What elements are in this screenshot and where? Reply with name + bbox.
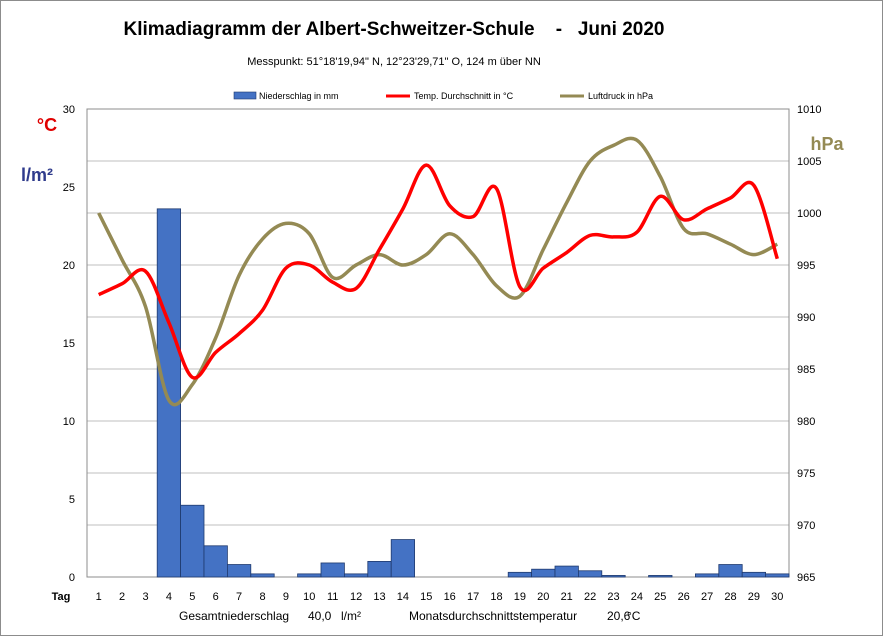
precip-bar (554, 565, 579, 578)
x-tick-label: 21 (561, 591, 573, 603)
chart-title: Klimadiagramm der Albert-Schweitzer-Schu… (124, 19, 665, 40)
legend: Niederschlag in mm Temp. Durchschnitt in… (233, 91, 653, 101)
y-tick-label-right: 995 (797, 260, 815, 272)
x-tick-label: 17 (467, 591, 479, 603)
x-tick-label: 2 (119, 591, 125, 603)
y-tick-label-right: 985 (797, 364, 815, 376)
y-tick-label-right: 990 (797, 312, 815, 324)
precip-bar (180, 504, 205, 578)
precip-bar (226, 564, 252, 578)
x-tick-label: 14 (397, 591, 409, 603)
right-axis-ticks: 965 970 975 980 985 990 995 1000 1005 1010 (797, 104, 821, 584)
x-tick-label: 7 (236, 591, 242, 603)
x-tick-label: 30 (771, 591, 783, 603)
precip-bar (765, 573, 790, 578)
x-tick-label: 27 (701, 591, 713, 603)
y-tick-label-left: 15 (63, 338, 75, 350)
x-tick-label: 28 (724, 591, 736, 603)
precip-bar (718, 564, 743, 578)
x-tick-label: 29 (748, 591, 760, 603)
hpa-unit-label: hPa (810, 134, 844, 154)
x-tick-label: 23 (607, 591, 619, 603)
precip-bar (390, 539, 416, 578)
x-tick-label: 26 (678, 591, 690, 603)
precip-bar (741, 571, 767, 578)
precip-bar (367, 561, 392, 578)
pressure-line (97, 136, 779, 407)
legend-label-temp: Temp. Durchschnitt in °C (414, 91, 514, 101)
temp-mean-value: 20,6 (607, 609, 631, 623)
temp-mean-unit: °C (627, 609, 641, 623)
legend-swatch-precip (233, 91, 257, 100)
precip-bar (695, 573, 720, 578)
celsius-unit-label: °C (37, 115, 57, 135)
x-tick-label: 15 (420, 591, 432, 603)
x-tick-label: 6 (213, 591, 219, 603)
x-tick-label: 13 (373, 591, 385, 603)
plot-area (86, 108, 790, 578)
temperature-line (97, 163, 779, 380)
precip-bar (203, 545, 228, 578)
precip-bar (507, 571, 533, 578)
precipitation-bars (156, 208, 790, 578)
y-tick-label-right: 965 (797, 572, 815, 584)
x-tick-label: 16 (444, 591, 456, 603)
chart-subtitle: Messpunkt: 51°18'19,94" N, 12°23'29,71" … (247, 56, 541, 68)
y-tick-label-left: 30 (63, 104, 75, 116)
x-tick-label: 5 (189, 591, 195, 603)
x-axis-label: Tag (52, 591, 71, 603)
precip-total-label: Gesamtniederschlag (179, 609, 289, 623)
precip-bar (156, 208, 181, 578)
y-tick-label-right: 980 (797, 416, 815, 428)
x-tick-label: 25 (654, 591, 666, 603)
precip-bar (343, 573, 369, 578)
x-axis-ticks: 1 2 3 4 5 6 7 8 9 10 11 12 13 14 15 16 17 18 19 20 21 22 23 24 2… (96, 591, 784, 603)
legend-label-precip: Niederschlag in mm (259, 91, 339, 101)
y-tick-label-left: 10 (63, 416, 75, 428)
x-tick-label: 8 (259, 591, 265, 603)
left-axis-ticks: 0 5 10 15 20 25 30 (63, 104, 75, 584)
x-tick-label: 20 (537, 591, 549, 603)
precip-bar (578, 570, 603, 578)
x-tick-label: 11 (327, 591, 338, 603)
y-tick-label-right: 970 (797, 520, 815, 532)
precip-bar (297, 573, 322, 578)
y-tick-label-right: 975 (797, 468, 815, 480)
x-tick-label: 4 (166, 591, 172, 603)
x-tick-label: 1 (96, 591, 102, 603)
x-tick-label: 3 (142, 591, 148, 603)
x-tick-label: 22 (584, 591, 596, 603)
y-tick-label-left: 25 (63, 182, 75, 194)
precip-total-value: 40,0 (308, 609, 332, 623)
y-tick-label-right: 1005 (797, 156, 821, 168)
precip-total-unit: l/m² (341, 609, 361, 623)
precip-unit-label: l/m² (21, 165, 53, 185)
data-lines (97, 136, 779, 407)
precip-bar (601, 575, 626, 578)
precip-bar (648, 575, 673, 578)
x-tick-label: 19 (514, 591, 526, 603)
y-tick-label-right: 1000 (797, 208, 821, 220)
precip-bar (531, 568, 556, 578)
y-tick-label-right: 1010 (797, 104, 821, 116)
x-tick-label: 18 (490, 591, 502, 603)
x-tick-label: 10 (303, 591, 315, 603)
precip-bar (320, 562, 345, 578)
x-tick-label: 24 (631, 591, 643, 603)
x-tick-label: 9 (283, 591, 289, 603)
footer-summary: Gesamtniederschlag 40,0 l/m² Monatsdurch… (179, 609, 641, 623)
legend-label-pressure: Luftdruck in hPa (588, 91, 653, 101)
y-tick-label-left: 0 (69, 572, 75, 584)
y-tick-label-left: 5 (69, 494, 75, 506)
temp-mean-label: Monatsdurchschnittstemperatur (409, 609, 577, 623)
y-tick-label-left: 20 (63, 260, 75, 272)
precip-bar (250, 573, 275, 578)
x-tick-label: 12 (350, 591, 362, 603)
